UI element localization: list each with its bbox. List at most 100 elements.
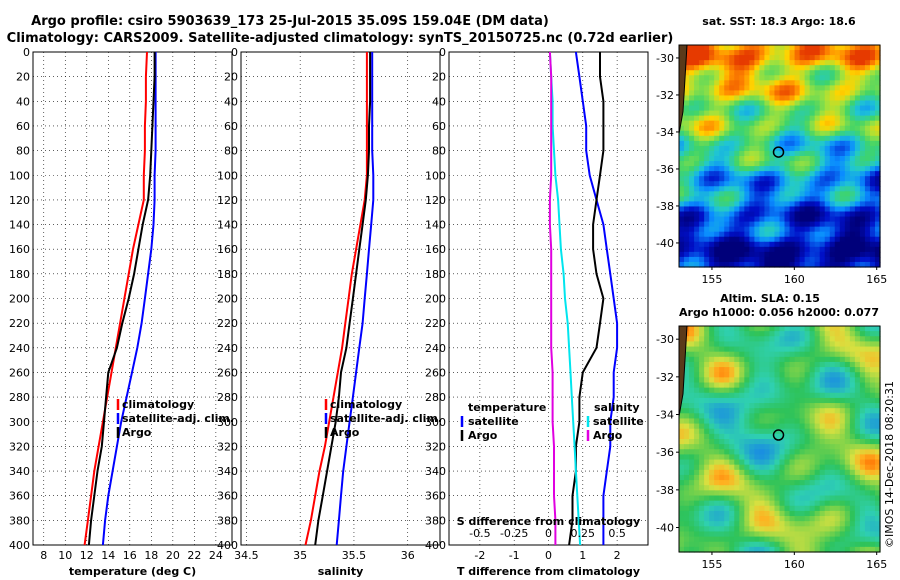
map-cell	[714, 408, 720, 414]
map-cell	[794, 256, 801, 263]
y-tick-label: 240	[217, 342, 238, 355]
map-cell	[699, 80, 705, 86]
map-cell	[824, 65, 831, 71]
map-cell	[814, 372, 821, 378]
map-cell	[854, 261, 861, 268]
map-cell	[799, 80, 806, 86]
map-cell	[854, 75, 861, 81]
map-cell	[714, 161, 720, 167]
map-cell	[709, 377, 715, 384]
map-cell	[729, 156, 735, 162]
map-cell	[839, 216, 846, 223]
map-cell	[779, 454, 786, 461]
map-cell	[714, 541, 720, 548]
map-cell	[704, 120, 710, 127]
map-cell	[784, 546, 791, 553]
map-cell	[844, 495, 851, 502]
map-cell	[814, 95, 821, 102]
map-cell	[864, 346, 871, 353]
map-cell	[789, 423, 796, 430]
map-cell	[819, 125, 826, 132]
map-cell	[714, 546, 720, 553]
map-cell	[819, 261, 826, 268]
map-cell	[699, 145, 705, 152]
map-cell	[854, 336, 861, 343]
map-cell	[804, 541, 811, 548]
map-cell	[844, 408, 851, 414]
map-cell	[694, 115, 700, 122]
map-cell	[719, 372, 725, 378]
map-cell	[869, 341, 876, 348]
map-cell	[754, 115, 761, 122]
map-cell	[729, 201, 735, 208]
map-cell	[699, 521, 705, 527]
map-cell	[854, 246, 861, 253]
map-cell	[794, 45, 801, 51]
map-cell	[754, 171, 761, 177]
map-cell	[859, 541, 866, 548]
map-cell	[854, 433, 861, 440]
map-cell	[854, 331, 861, 337]
map-cell	[694, 196, 700, 203]
map-cell	[724, 351, 730, 358]
map-cell	[779, 206, 786, 213]
map-cell	[829, 171, 836, 177]
map-cell	[744, 55, 750, 61]
map-cell	[779, 408, 786, 414]
map-cell	[754, 251, 761, 258]
map-cell	[814, 145, 821, 152]
map-cell	[759, 125, 766, 132]
map-cell	[794, 161, 801, 167]
map-cell	[699, 110, 705, 117]
map-cell	[714, 372, 720, 378]
map-cell	[684, 367, 690, 373]
map-cell	[734, 418, 740, 425]
map-cell	[844, 50, 851, 56]
map-cell	[764, 510, 771, 517]
map-cell	[684, 216, 690, 223]
map-cell	[714, 341, 720, 348]
map-cell	[814, 444, 821, 450]
map-cell	[814, 246, 821, 253]
map-cell	[844, 231, 851, 238]
map-cell	[724, 459, 730, 466]
map-cell	[804, 181, 811, 187]
map-cell	[799, 439, 806, 445]
map-cell	[769, 433, 776, 440]
map-cell	[689, 110, 695, 117]
map-cell	[729, 130, 735, 137]
map-cell	[799, 485, 806, 491]
map-cell	[829, 351, 836, 358]
map-cell	[819, 397, 826, 404]
map-cell	[734, 459, 740, 466]
map-cell	[704, 495, 710, 502]
map-cell	[734, 480, 740, 486]
map-cell	[729, 464, 735, 471]
map-cell	[684, 161, 690, 167]
map-cell	[804, 65, 811, 71]
map-cell	[849, 331, 856, 337]
map-cell	[859, 367, 866, 373]
map-cell	[694, 495, 700, 502]
map-cell	[719, 521, 725, 527]
map-cell	[844, 449, 851, 456]
map-cell	[734, 433, 740, 440]
map-cell	[774, 428, 781, 435]
map-cell	[724, 469, 730, 476]
map-cell	[844, 413, 851, 420]
map-cell	[729, 110, 735, 117]
map-cell	[829, 382, 836, 389]
map-cell	[849, 444, 856, 450]
map-cell	[829, 336, 836, 343]
map-cell	[719, 459, 725, 466]
map-cell	[809, 166, 816, 172]
map-cell	[874, 75, 881, 81]
map-cell	[769, 140, 776, 147]
map-cell	[859, 403, 866, 409]
map-cell	[844, 361, 851, 368]
map-cell	[769, 221, 776, 228]
map-cell	[859, 45, 866, 51]
map-cell	[834, 115, 841, 122]
map-cell	[779, 392, 786, 399]
map-cell	[839, 100, 846, 107]
